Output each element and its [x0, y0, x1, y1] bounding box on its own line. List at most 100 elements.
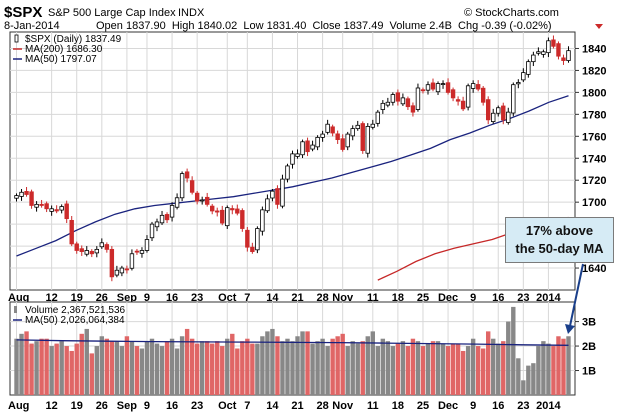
volume-bar: [210, 343, 215, 395]
candle-body: [375, 111, 381, 124]
volume-bar: [395, 343, 401, 395]
candle-body: [460, 100, 466, 110]
volume-bar: [315, 341, 320, 395]
candle-body: [174, 197, 180, 208]
volume-bar: [189, 338, 195, 395]
candle-body: [325, 123, 330, 133]
volume-y-tick-label: 3B: [582, 317, 596, 329]
volume-bar: [516, 358, 521, 395]
candle-body: [430, 82, 436, 90]
candle-body: [320, 133, 325, 138]
volume-bar: [325, 346, 330, 395]
volume-bar: [174, 348, 180, 395]
price-x-tick-label: 25: [417, 292, 429, 304]
candle-body: [124, 268, 130, 271]
candle-body: [496, 107, 501, 114]
volume-bar: [199, 341, 205, 395]
volume-bar: [460, 350, 466, 395]
volume-bar: [465, 346, 471, 395]
candle-body: [159, 214, 165, 224]
candle-body: [561, 57, 566, 61]
price-y-tick-label: 1780: [582, 109, 606, 121]
candle-body: [480, 87, 486, 103]
candle-body: [551, 39, 556, 47]
candle-body: [541, 51, 546, 55]
price-x-tick-label: 12: [46, 292, 58, 304]
volume-bar: [59, 341, 64, 395]
volume-bar: [179, 336, 185, 395]
volume-bar: [215, 341, 220, 395]
candle-body: [465, 85, 471, 108]
volume-bar: [410, 338, 416, 395]
candle-body: [310, 144, 315, 150]
volume-x-tick-label: 16: [166, 400, 178, 412]
candle-body: [400, 97, 406, 105]
volume-bar-icon: [14, 306, 17, 313]
volume-bar: [475, 346, 481, 395]
price-x-tick-label: 18: [392, 292, 404, 304]
candle-body: [526, 61, 531, 75]
candle-body: [154, 221, 160, 228]
volume-x-tick-label: 26: [96, 400, 108, 412]
volume-bar: [149, 338, 155, 395]
candle-body: [516, 82, 521, 85]
volume-x-tick-label: 16: [492, 400, 504, 412]
price-legend-entry: $SPX (Daily) 1837.49: [25, 34, 122, 45]
volume-bar: [134, 346, 140, 395]
candle-body: [104, 244, 110, 250]
candle-body: [450, 89, 456, 99]
volume-bar: [491, 338, 496, 395]
candle-body: [475, 84, 481, 90]
volume-x-tick-label: Nov: [332, 400, 354, 412]
volume-bar: [154, 343, 160, 395]
volume-bar: [546, 343, 551, 395]
candle-body: [204, 196, 210, 205]
candle-body: [546, 40, 551, 54]
candle-body: [199, 199, 205, 202]
candle-body: [390, 94, 396, 103]
candle-body: [250, 246, 255, 252]
volume-bar: [365, 336, 370, 395]
volume-bar: [335, 336, 340, 395]
volume-bars: [14, 306, 571, 395]
candle-body: [270, 190, 275, 199]
price-x-axis: Aug 12 19 26 Sep 9 16 23 Oct 7 14 21 28 Nov 11 18 25 Dec 9…: [8, 292, 562, 304]
price-y-tick-label: 1840: [582, 43, 606, 55]
volume-bar: [430, 341, 436, 395]
candle-body: [350, 128, 355, 137]
candle-body: [395, 92, 401, 102]
volume-x-axis: Aug 12 19 26 Sep 9 16 23 Oct 7 14 21 28 Nov 11 18 25 Dec 9…: [8, 400, 562, 412]
candle-body: [235, 208, 240, 214]
price-x-tick-label: Sep: [117, 292, 137, 304]
volume-bar: [204, 341, 210, 395]
volume-x-tick-label: 19: [71, 400, 83, 412]
price-x-tick-label: 7: [244, 292, 250, 304]
volume-bar: [415, 341, 421, 395]
volume-legend-entry: MA(50) 2,026,064,384: [25, 315, 125, 326]
volume-bar: [194, 343, 200, 395]
price-x-tick-label: Aug: [8, 292, 29, 304]
price-y-tick-label: 1720: [582, 175, 606, 187]
volume-legend-entry: Volume 2,367,521,536: [25, 305, 126, 316]
volume-bar: [220, 346, 225, 395]
volume-bar: [24, 331, 29, 395]
volume-bar: [561, 338, 566, 395]
callout-line-2: the 50-day MA: [515, 241, 604, 256]
volume-bar: [521, 380, 526, 395]
candle-body: [340, 138, 345, 150]
candle-body: [290, 153, 295, 165]
volume-bar: [89, 353, 94, 395]
volume-bar: [119, 346, 125, 395]
price-x-tick-label: 16: [166, 292, 178, 304]
volume-bar: [370, 331, 375, 395]
candle-body: [184, 171, 190, 179]
candle-body: [49, 208, 54, 212]
candle-body: [74, 243, 79, 251]
volume-bar: [19, 333, 24, 395]
candle-body: [139, 250, 145, 254]
volume-bar: [375, 346, 381, 395]
volume-bar: [310, 343, 315, 395]
candle-body: [315, 136, 320, 148]
price-y-tick-label: 1820: [582, 65, 606, 77]
